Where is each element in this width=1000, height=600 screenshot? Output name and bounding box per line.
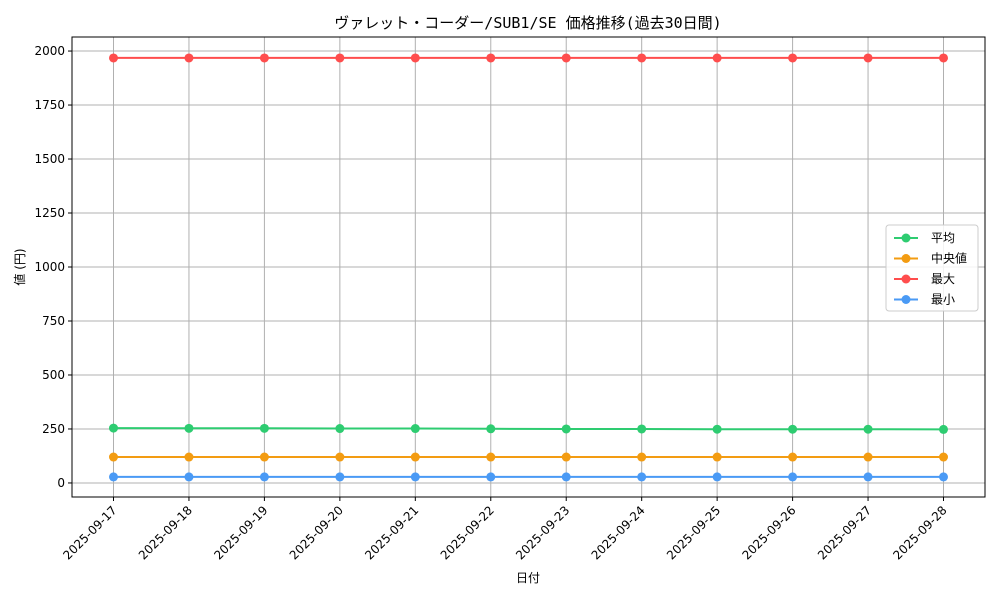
legend-marker <box>901 274 911 284</box>
legend-label: 最小 <box>931 293 955 307</box>
data-point <box>637 53 647 63</box>
y-tick-label: 250 <box>42 422 65 436</box>
data-point <box>863 472 873 482</box>
data-point <box>788 452 798 462</box>
data-point <box>486 472 496 482</box>
series-layer <box>109 53 948 482</box>
data-point <box>637 472 647 482</box>
y-axis-label: 値 (円) <box>12 248 27 285</box>
data-point <box>712 472 722 482</box>
data-point <box>863 452 873 462</box>
y-axis: 0 250 500 750 1000 1250 1500 1750 2000 <box>34 44 72 490</box>
data-point <box>561 472 571 482</box>
series-最大 <box>109 53 948 63</box>
legend-frame <box>885 224 979 312</box>
series-中央値 <box>109 452 948 462</box>
data-point <box>410 53 420 63</box>
data-point <box>109 423 118 433</box>
data-point <box>184 53 194 63</box>
y-tick-label: 0 <box>57 476 65 490</box>
y-tick-label: 1250 <box>34 206 65 220</box>
data-point <box>561 452 571 462</box>
data-point <box>259 452 269 462</box>
data-point <box>939 424 948 434</box>
legend-marker <box>901 233 911 243</box>
y-tick-label: 1500 <box>34 152 65 166</box>
data-point <box>561 424 571 434</box>
legend-item: 平均 <box>894 231 955 245</box>
data-point <box>712 53 722 63</box>
data-point <box>335 452 345 462</box>
data-point <box>637 452 647 462</box>
legend-marker <box>901 254 911 263</box>
data-point <box>109 53 118 63</box>
data-point <box>184 472 194 482</box>
data-point <box>335 53 345 63</box>
y-tick-label: 500 <box>42 368 65 382</box>
data-point <box>335 424 345 434</box>
legend-item: 中央値 <box>894 251 967 266</box>
data-point <box>410 424 420 434</box>
legend-label: 最大 <box>931 272 955 286</box>
data-point <box>335 472 345 482</box>
y-tick-label: 1750 <box>34 98 65 112</box>
legend-label: 中央値 <box>931 251 967 266</box>
series-最小 <box>109 472 948 482</box>
data-point <box>259 472 269 482</box>
data-point <box>863 424 873 434</box>
grid-lines <box>72 37 985 497</box>
y-tick-label: 1000 <box>34 260 65 274</box>
data-point <box>712 452 722 462</box>
data-point <box>863 53 873 63</box>
data-point <box>939 472 948 482</box>
y-tick-label: 2000 <box>34 44 65 58</box>
x-axis-label: 日付 <box>516 571 540 585</box>
legend-item: 最小 <box>894 293 955 307</box>
data-point <box>712 424 722 434</box>
data-point <box>109 452 118 462</box>
data-point <box>259 53 269 63</box>
series-line <box>113 427 944 431</box>
legend-marker <box>901 295 911 304</box>
data-point <box>486 424 496 434</box>
data-point <box>184 423 194 433</box>
data-point <box>939 53 948 63</box>
legend-label: 平均 <box>931 231 955 245</box>
data-point <box>486 53 496 63</box>
y-tick-label: 750 <box>42 314 65 328</box>
series-平均 <box>109 423 948 434</box>
data-point <box>486 452 496 462</box>
data-point <box>637 424 647 434</box>
data-point <box>184 452 194 462</box>
data-point <box>259 423 269 433</box>
data-point <box>410 472 420 482</box>
data-point <box>788 424 798 434</box>
chart-title: ヴァレット・コーダー/SUB1/SE 価格推移(過去30日間) <box>334 14 721 32</box>
data-point <box>561 53 571 63</box>
data-point <box>109 472 118 482</box>
data-point <box>788 472 798 482</box>
data-point <box>939 452 948 462</box>
legend-item: 最大 <box>894 272 955 286</box>
data-point <box>788 53 798 63</box>
data-point <box>410 452 420 462</box>
